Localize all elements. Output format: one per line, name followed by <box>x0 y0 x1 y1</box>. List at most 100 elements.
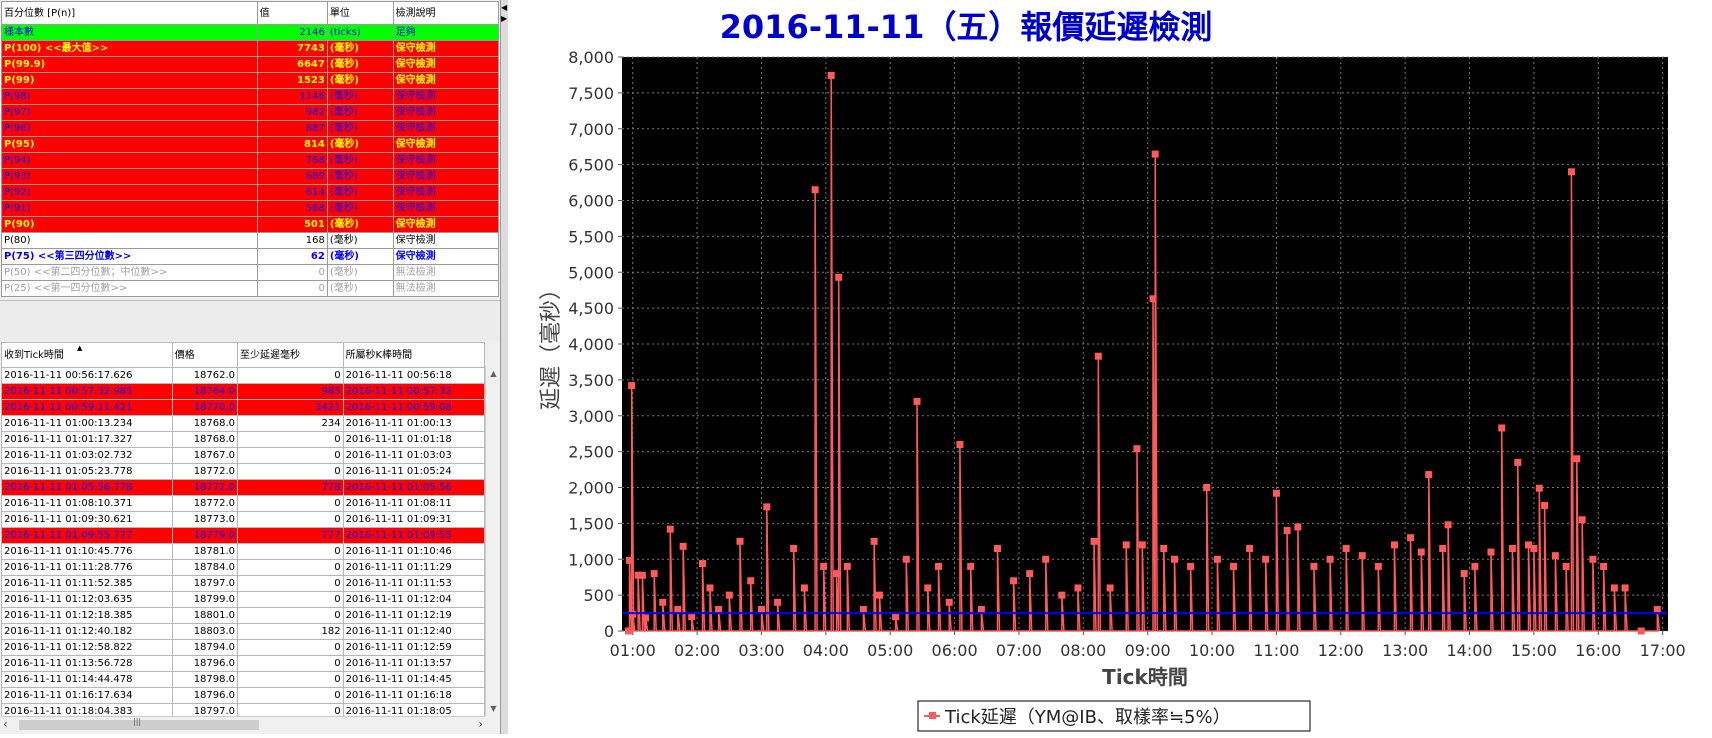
tick-delay: 0 <box>237 703 344 716</box>
percentile-row[interactable]: P(92) 614 (毫秒) 保守檢測 <box>1 184 500 201</box>
tick-header-price[interactable]: 價格 <box>171 342 239 368</box>
tick-bar-time: 2016-11-11 00:56:18 <box>342 367 485 384</box>
data-point <box>1326 555 1334 563</box>
tick-time: 2016-11-11 00:56:17.626 <box>1 367 173 384</box>
tick-header-row: 收到Tick時間 ▲ 價格 至少延遲毫秒 所屬秒K棒時間 <box>1 342 485 368</box>
tick-header-delay[interactable]: 至少延遲毫秒 <box>237 342 344 368</box>
horizontal-scroll-thumb[interactable]: ||| <box>19 717 259 730</box>
percentile-header-desc[interactable]: 檢測說明 <box>392 1 500 25</box>
y-tick-label: 2,000 <box>568 479 614 498</box>
tick-row[interactable]: 2016-11-11 01:12:03.635 18799.0 0 2016-11-1… <box>1 591 485 608</box>
scroll-right-button[interactable]: › <box>478 717 483 731</box>
tick-table-horizontal-scrollbar[interactable]: ‹ ||| › <box>1 716 485 733</box>
scroll-down-button[interactable]: ▼ <box>490 704 497 713</box>
tick-header-bar-time[interactable]: 所屬秒K棒時間 <box>342 342 485 368</box>
tick-time: 2016-11-11 01:11:52.385 <box>1 575 173 592</box>
tick-delay: 0 <box>237 639 344 656</box>
percentile-row[interactable]: P(75) <<第三四分位數>> 62 (毫秒) 保守檢測 <box>1 248 500 265</box>
tick-row[interactable]: 2016-11-11 00:59:11.421 18770.0 3421 2016-1… <box>1 399 485 416</box>
data-point <box>820 562 828 570</box>
percentile-row[interactable]: P(94) 768 (毫秒) 保守檢測 <box>1 152 500 169</box>
percentile-table-body: 樣本數 2146 (ticks) 足夠 P(100) <<最大值>> 7743 (毫秒) 保守… <box>1 24 500 297</box>
percentile-unit: (毫秒) <box>326 88 394 105</box>
tick-row[interactable]: 2016-11-11 01:14:44.478 18798.0 0 2016-11-1… <box>1 671 485 688</box>
tick-time: 2016-11-11 01:03:02.732 <box>1 447 173 464</box>
data-point <box>1074 584 1082 592</box>
tick-bar-time: 2016-11-11 01:09:31 <box>342 511 485 528</box>
tick-row[interactable]: 2016-11-11 01:11:52.385 18797.0 0 2016-11-1… <box>1 575 485 592</box>
tick-header-time[interactable]: 收到Tick時間 ▲ <box>1 342 173 368</box>
percentile-row[interactable]: P(50) <<第二四分位數；中位數>> 0 (毫秒) 無法檢測 <box>1 264 500 281</box>
data-point <box>843 562 851 570</box>
tick-row[interactable]: 2016-11-11 01:08:10.371 18772.0 0 2016-11-1… <box>1 495 485 512</box>
tick-row[interactable]: 2016-11-11 01:00:13.234 18768.0 234 2016-11… <box>1 415 485 432</box>
splitter-collapse-left-icon[interactable]: ◀ <box>501 3 508 12</box>
tick-row[interactable]: 2016-11-11 01:05:56.778 18772.0 778 2016-11… <box>1 479 485 496</box>
percentile-row[interactable]: P(90) 501 (毫秒) 保守檢測 <box>1 216 500 233</box>
percentile-row[interactable]: P(95) 814 (毫秒) 保守檢測 <box>1 136 500 153</box>
percentile-value: 0 <box>256 280 328 297</box>
tick-row[interactable]: 2016-11-11 01:10:45.776 18781.0 0 2016-11-1… <box>1 543 485 560</box>
tick-row[interactable]: 2016-11-11 01:13:56.728 18796.0 0 2016-11-1… <box>1 655 485 672</box>
panel-splitter[interactable]: ◀ ▶ <box>500 0 509 734</box>
tick-delay: 0 <box>237 511 344 528</box>
tick-row[interactable]: 2016-11-11 00:56:17.626 18762.0 0 2016-11-1… <box>1 367 485 384</box>
data-point <box>1578 516 1586 524</box>
tick-row[interactable]: 2016-11-11 01:09:30.621 18773.0 0 2016-11-1… <box>1 511 485 528</box>
tick-price: 18770.0 <box>171 399 239 416</box>
percentile-row[interactable]: P(97) 982 (毫秒) 保守檢測 <box>1 104 500 121</box>
percentile-row[interactable]: P(93) 689 (毫秒) 保守檢測 <box>1 168 500 185</box>
percentile-row[interactable]: P(100) <<最大值>> 7743 (毫秒) 保守檢測 <box>1 40 500 57</box>
percentile-row[interactable]: 樣本數 2146 (ticks) 足夠 <box>1 24 500 41</box>
data-point <box>1562 562 1570 570</box>
data-point <box>1390 541 1398 549</box>
percentile-desc: 保守檢測 <box>392 184 500 201</box>
scroll-up-button[interactable]: ▲ <box>490 369 497 378</box>
data-point <box>1133 445 1141 453</box>
tick-row[interactable]: 2016-11-11 01:03:02.732 18767.0 0 2016-11-1… <box>1 447 485 464</box>
scroll-thumb-grip: ||| <box>133 717 142 726</box>
tick-row[interactable]: 2016-11-11 01:11:28.776 18784.0 0 2016-11-1… <box>1 559 485 576</box>
tick-row[interactable]: 2016-11-11 01:18:04.383 18797.0 0 2016-11-1… <box>1 703 485 716</box>
scroll-left-button[interactable]: ‹ <box>3 717 8 731</box>
tick-bar-time: 2016-11-11 01:18:05 <box>342 703 485 716</box>
percentile-row[interactable]: P(96) 887 (毫秒) 保守檢測 <box>1 120 500 137</box>
percentile-row[interactable]: P(99.9) 6647 (毫秒) 保守檢測 <box>1 56 500 73</box>
percentile-value: 568 <box>256 200 328 217</box>
tick-row[interactable]: 2016-11-11 01:12:58.822 18794.0 0 2016-11-1… <box>1 639 485 656</box>
tick-price: 18796.0 <box>171 687 239 704</box>
data-point <box>774 598 782 606</box>
percentile-desc: 保守檢測 <box>392 200 500 217</box>
percentile-row[interactable]: P(80) 168 (毫秒) 保守檢測 <box>1 232 500 249</box>
data-point <box>800 584 808 592</box>
tick-row[interactable]: 2016-11-11 01:16:17.634 18796.0 0 2016-11-1… <box>1 687 485 704</box>
percentile-value: 0 <box>256 264 328 281</box>
data-point <box>1417 548 1425 556</box>
percentile-header-unit[interactable]: 單位 <box>326 1 394 25</box>
tick-row[interactable]: 2016-11-11 01:01:17.327 18768.0 0 2016-11-1… <box>1 431 485 448</box>
tick-time: 2016-11-11 01:12:03.635 <box>1 591 173 608</box>
percentile-header-value[interactable]: 值 <box>256 1 328 25</box>
data-point <box>1160 544 1168 552</box>
data-point <box>1151 150 1159 158</box>
tick-table-vertical-scrollbar[interactable]: ▲ ▼ <box>485 366 501 716</box>
tick-bar-time: 2016-11-11 01:13:57 <box>342 655 485 672</box>
percentile-row[interactable]: P(99) 1523 (毫秒) 保守檢測 <box>1 72 500 89</box>
percentile-row[interactable]: P(98) 1146 (毫秒) 保守檢測 <box>1 88 500 105</box>
x-tick-label: 02:00 <box>674 641 720 660</box>
tick-row[interactable]: 2016-11-11 00:57:32.985 18764.0 985 2016-11… <box>1 383 485 400</box>
tick-row[interactable]: 2016-11-11 01:12:18.385 18801.0 0 2016-11-1… <box>1 607 485 624</box>
percentile-label: P(95) <box>1 136 258 153</box>
x-tick-label: 01:00 <box>610 641 656 660</box>
tick-bar-time: 2016-11-11 01:09:55 <box>342 527 485 544</box>
tick-row[interactable]: 2016-11-11 01:05:23.778 18772.0 0 2016-11-1… <box>1 463 485 480</box>
percentile-header-label[interactable]: 百分位數 [P(n)] <box>1 1 258 25</box>
percentile-row[interactable]: P(91) 568 (毫秒) 保守檢測 <box>1 200 500 217</box>
data-point <box>1487 548 1495 556</box>
splitter-collapse-right-icon[interactable]: ▶ <box>501 14 508 23</box>
percentile-row[interactable]: P(25) <<第一四分位數>> 0 (毫秒) 無法檢測 <box>1 280 500 297</box>
data-point <box>666 525 674 533</box>
tick-row[interactable]: 2016-11-11 01:12:40.182 18803.0 182 2016-11… <box>1 623 485 640</box>
tick-row[interactable]: 2016-11-11 01:09:55.777 18779.0 777 2016-11… <box>1 527 485 544</box>
y-tick-label: 1,000 <box>568 550 614 569</box>
